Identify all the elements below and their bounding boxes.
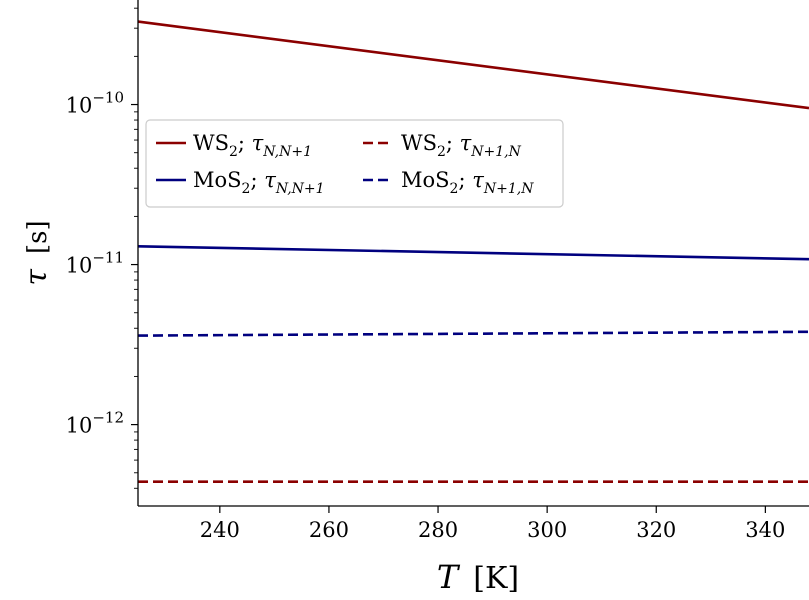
x-tick-label: 340 — [745, 518, 785, 542]
x-tick-label: 240 — [200, 518, 240, 542]
x-axis-ticks: 240 260 280 300 320 340 — [200, 506, 785, 542]
series-line-1 — [137, 245, 809, 261]
y-minor-ticks — [134, 7, 138, 489]
x-tick-label: 260 — [309, 518, 349, 542]
y-tick-label: 10−11 — [66, 249, 124, 278]
x-tick-label: 300 — [527, 518, 567, 542]
y-axis-ticks: 10−12 10−11 10−10 — [66, 89, 138, 438]
legend-label-0: WS2; τN,N+1 — [193, 131, 312, 160]
plot-lines — [137, 20, 809, 484]
y-tick-label: 10−12 — [66, 409, 124, 438]
legend: WS2; τN,N+1 MoS2; τN,N+1 WS2; τN+1,N MoS2; … — [145, 119, 564, 208]
series-line-3 — [137, 330, 809, 337]
axes-spines — [137, 0, 809, 507]
legend-box — [145, 119, 564, 208]
legend-label-3: MoS2; τN+1,N — [401, 168, 534, 197]
legend-label-1: MoS2; τN,N+1 — [193, 168, 325, 197]
y-axis-label: τ [s] — [19, 220, 54, 285]
x-tick-label: 280 — [418, 518, 458, 542]
y-tick-label: 10−10 — [66, 89, 124, 118]
x-tick-label: 320 — [636, 518, 676, 542]
legend-label-2: WS2; τN+1,N — [401, 131, 522, 160]
series-line-0 — [137, 20, 809, 110]
x-axis-label: T [K] — [437, 558, 519, 596]
